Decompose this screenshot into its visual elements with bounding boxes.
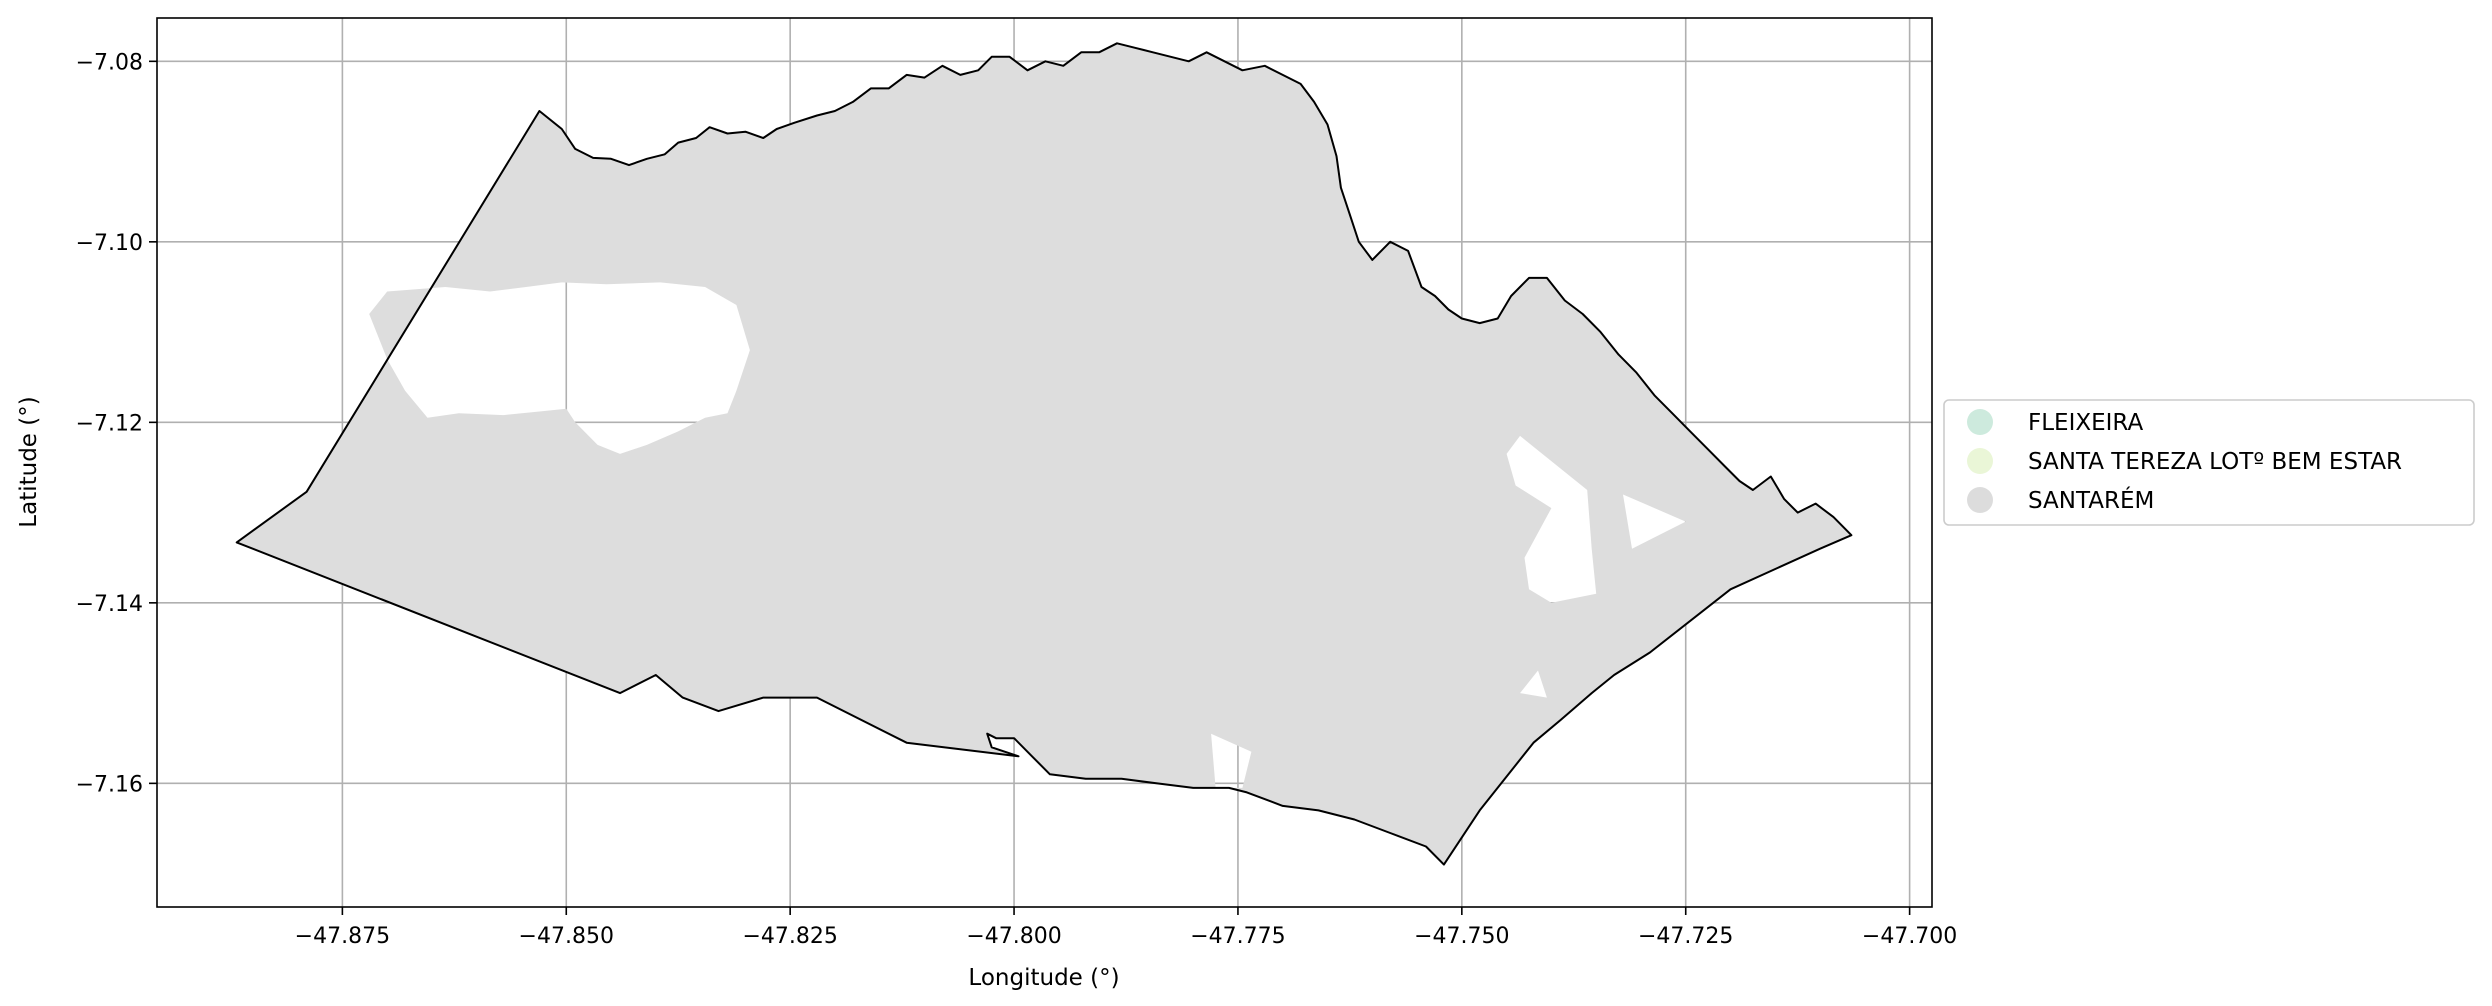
legend-box <box>1943 399 2475 526</box>
region-boundary <box>235 42 1853 866</box>
legend-label: SANTA TEREZA LOTº BEM ESTAR <box>2028 449 2402 475</box>
axes-frame <box>156 17 1933 908</box>
x-tick-label: −47.700 <box>1862 924 1957 949</box>
y-tick-label: −7.12 <box>76 411 143 436</box>
region-fill-santarem <box>236 43 1852 865</box>
x-tick-label: −47.850 <box>519 924 614 949</box>
legend-marker <box>1967 448 1993 474</box>
region-shapes <box>235 42 1853 866</box>
legend-marker <box>1967 409 1993 435</box>
x-tick-label: −47.825 <box>742 924 837 949</box>
y-tick-label: −7.14 <box>76 592 143 617</box>
x-tick-label: −47.775 <box>1190 924 1285 949</box>
y-axis-label: Latitude (°) <box>16 396 42 527</box>
x-tick-label: −47.750 <box>1414 924 1509 949</box>
y-tick-label: −7.10 <box>76 231 143 256</box>
legend-label: FLEIXEIRA <box>2028 410 2143 436</box>
x-axis-label: Longitude (°) <box>968 965 1119 991</box>
x-tick-label: −47.875 <box>295 924 390 949</box>
legend: FLEIXEIRA SANTA TEREZA LOTº BEM ESTAR SANT… <box>1943 399 2475 526</box>
legend-label: SANTARÉM <box>2028 486 2154 514</box>
legend-marker <box>1967 487 1993 513</box>
axis-ticks: −47.875 −47.850 −47.825 −47.800 −47.775 −47.7… <box>76 50 1958 949</box>
y-tick-label: −7.16 <box>76 772 143 797</box>
y-tick-label: −7.08 <box>76 50 143 75</box>
x-tick-label: −47.725 <box>1638 924 1733 949</box>
x-tick-label: −47.800 <box>966 924 1061 949</box>
